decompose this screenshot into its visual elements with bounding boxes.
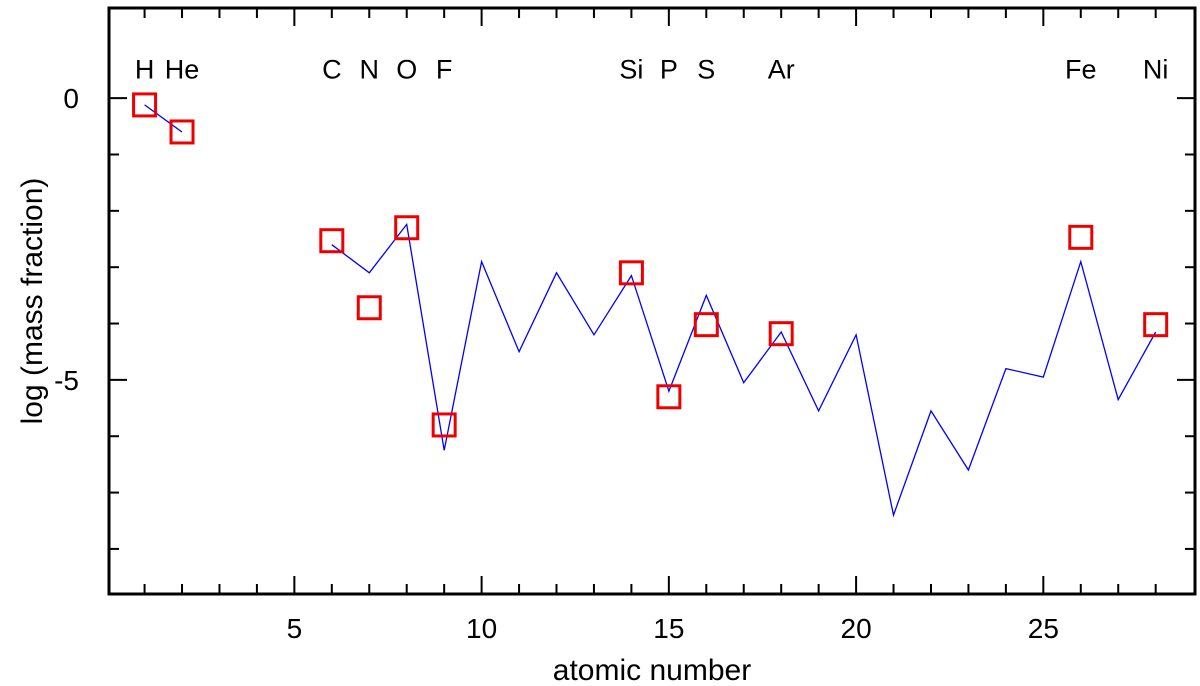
element-label: O xyxy=(396,54,417,84)
element-label: Ar xyxy=(768,54,795,84)
element-label: H xyxy=(135,54,155,84)
observed-marker xyxy=(693,312,719,338)
y-tick-label: 0 xyxy=(63,83,79,114)
observed-marker xyxy=(169,119,195,145)
element-label: F xyxy=(436,54,453,84)
element-label: P xyxy=(660,54,678,84)
plot-frame xyxy=(107,6,1197,596)
element-label: Fe xyxy=(1065,54,1097,84)
element-label: Si xyxy=(619,54,643,84)
element-label: Ni xyxy=(1143,54,1169,84)
element-label: He xyxy=(165,54,200,84)
observed-marker xyxy=(768,321,794,347)
x-tick-label: 25 xyxy=(1028,613,1059,644)
y-tick-label: -5 xyxy=(54,365,79,396)
element-label: N xyxy=(360,54,380,84)
observed-marker xyxy=(431,412,457,438)
observed-marker xyxy=(132,92,158,118)
x-axis-title: atomic number xyxy=(553,654,751,686)
element-label: S xyxy=(697,54,715,84)
observed-marker xyxy=(319,228,345,254)
observed-marker xyxy=(394,215,420,241)
x-tick-label: 10 xyxy=(466,613,497,644)
model-line xyxy=(331,222,1157,518)
element-label: C xyxy=(322,54,342,84)
x-tick-label: 15 xyxy=(653,613,684,644)
observed-marker xyxy=(356,295,382,321)
model-line xyxy=(144,104,183,133)
x-tick-label: 5 xyxy=(287,613,303,644)
observed-marker xyxy=(1143,312,1169,338)
y-axis-title: log (mass fraction) xyxy=(16,178,49,425)
observed-marker xyxy=(656,384,682,410)
x-tick-label: 20 xyxy=(841,613,872,644)
observed-marker xyxy=(1068,224,1094,250)
observed-marker xyxy=(618,260,644,286)
